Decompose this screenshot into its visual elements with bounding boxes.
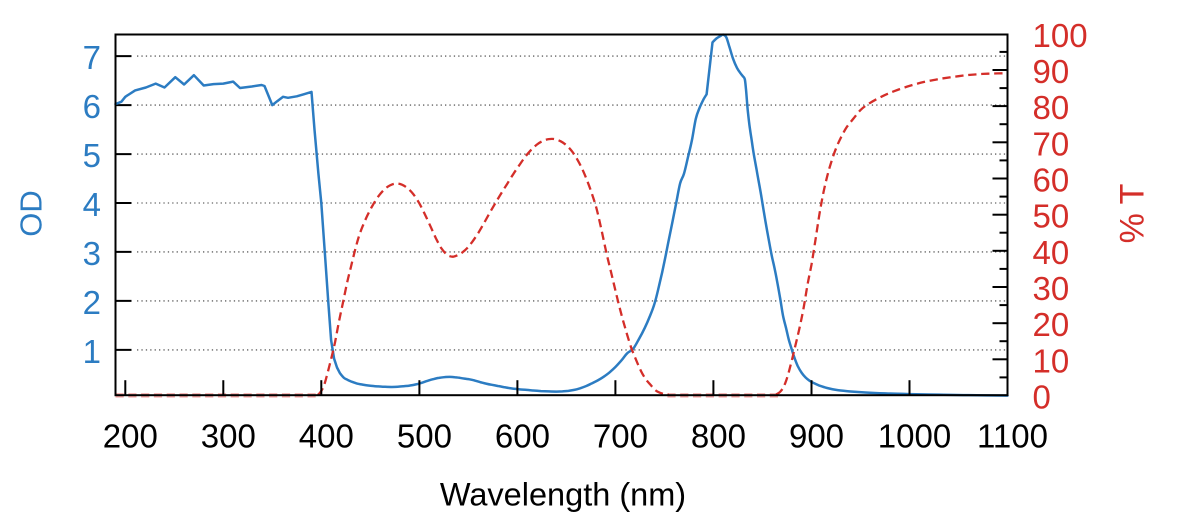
svg-text:1000: 1000	[878, 418, 951, 455]
svg-text:900: 900	[789, 418, 844, 455]
svg-text:50: 50	[1033, 198, 1070, 235]
svg-text:800: 800	[691, 418, 746, 455]
svg-text:5: 5	[83, 137, 101, 174]
svg-text:200: 200	[103, 418, 158, 455]
svg-text:20: 20	[1033, 306, 1070, 343]
svg-text:10: 10	[1033, 342, 1070, 379]
svg-text:60: 60	[1033, 162, 1070, 199]
svg-text:400: 400	[299, 418, 354, 455]
svg-text:700: 700	[593, 418, 648, 455]
svg-text:4: 4	[83, 186, 101, 223]
svg-text:80: 80	[1033, 89, 1070, 126]
svg-text:0: 0	[1033, 379, 1051, 416]
svg-text:1: 1	[83, 333, 101, 370]
svg-text:70: 70	[1033, 125, 1070, 162]
svg-text:100: 100	[1033, 17, 1088, 54]
svg-text:600: 600	[495, 418, 550, 455]
svg-text:2: 2	[83, 284, 101, 321]
svg-text:30: 30	[1033, 270, 1070, 307]
svg-text:1100: 1100	[977, 418, 1048, 455]
svg-text:300: 300	[201, 418, 256, 455]
svg-text:6: 6	[83, 88, 101, 125]
svg-text:OD: OD	[14, 190, 49, 237]
svg-text:40: 40	[1033, 234, 1070, 271]
svg-text:Wavelength (nm): Wavelength (nm)	[440, 477, 686, 513]
svg-text:90: 90	[1033, 53, 1070, 90]
svg-text:3: 3	[83, 235, 101, 272]
svg-text:% T: % T	[1114, 184, 1152, 244]
svg-text:7: 7	[83, 39, 101, 76]
svg-text:500: 500	[397, 418, 452, 455]
